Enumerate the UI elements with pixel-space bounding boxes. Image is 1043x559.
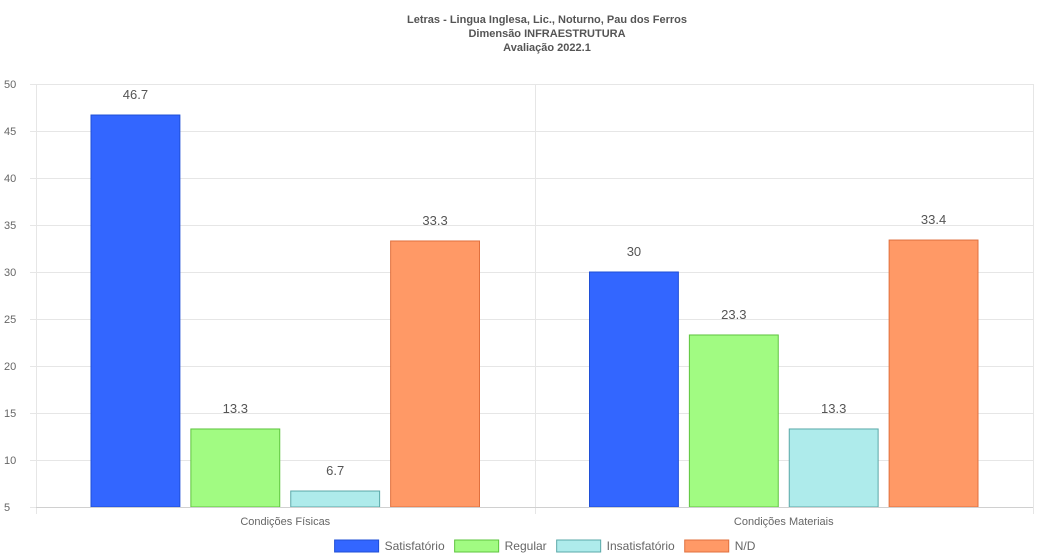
data-label: 13.3 <box>223 401 248 416</box>
y-tick-label: 25 <box>4 314 16 326</box>
x-axis: Condições Físicas Condições Materiais <box>36 507 1033 528</box>
data-label: 33.3 <box>422 213 447 228</box>
legend-item-n-d[interactable]: N/D <box>684 539 756 553</box>
y-tick-label: 10 <box>4 455 16 467</box>
y-tick-label: 15 <box>4 408 16 420</box>
data-label: 23.3 <box>721 307 746 322</box>
y-axis: 5 10 15 20 25 30 35 40 45 50 <box>4 79 16 514</box>
legend-swatch <box>684 539 730 553</box>
legend-swatch <box>454 539 500 553</box>
bar-n-d-1[interactable] <box>888 239 979 508</box>
chart-title: Letras - Lingua Inglesa, Lic., Noturno, … <box>407 14 687 54</box>
y-tick-label: 20 <box>4 361 16 373</box>
data-labels: 46.7 13.3 6.7 33.3 30 23.3 13.3 33.4 <box>123 87 946 478</box>
data-label: 6.7 <box>326 463 344 478</box>
y-tick-label: 45 <box>4 126 16 138</box>
data-label: 13.3 <box>821 401 846 416</box>
chart-title-line-2: Dimensão INFRAESTRUTURA <box>468 28 625 40</box>
y-tick-label: 35 <box>4 220 16 232</box>
bar-satisfat-rio-1[interactable] <box>589 271 679 508</box>
legend-label: Satisfatório <box>385 539 445 553</box>
bar-insatisfat-rio-0[interactable] <box>290 490 381 508</box>
legend-item-insatisfat-rio[interactable]: Insatisfatório <box>556 539 675 553</box>
legend-swatch <box>556 539 602 553</box>
legend-swatch <box>334 539 380 553</box>
y-tick-label: 5 <box>4 502 10 514</box>
y-tick-label: 50 <box>4 79 16 91</box>
legend: Satisfatório Regular Insatisfatório N/D <box>334 539 756 553</box>
y-tick-label: 40 <box>4 173 16 185</box>
bar-insatisfat-rio-1[interactable] <box>788 428 879 508</box>
legend-label: Regular <box>505 539 547 553</box>
gridlines <box>30 84 1034 514</box>
data-label: 46.7 <box>123 87 148 102</box>
x-tick-label: Condições Materiais <box>734 516 834 528</box>
bar-satisfat-rio-0[interactable] <box>90 114 181 508</box>
bar-regular-0[interactable] <box>190 428 281 508</box>
bars <box>90 114 979 508</box>
bar-regular-1[interactable] <box>688 334 779 508</box>
x-tick-label: Condições Físicas <box>240 516 330 528</box>
legend-label: N/D <box>735 539 756 553</box>
bar-n-d-0[interactable] <box>390 240 480 508</box>
legend-item-satisfat-rio[interactable]: Satisfatório <box>334 539 445 553</box>
chart-title-line-1: Letras - Lingua Inglesa, Lic., Noturno, … <box>407 14 687 26</box>
chart-title-line-3: Avaliação 2022.1 <box>503 42 591 54</box>
legend-item-regular[interactable]: Regular <box>454 539 547 553</box>
data-label: 30 <box>627 244 641 259</box>
y-tick-label: 30 <box>4 267 16 279</box>
legend-label: Insatisfatório <box>607 539 675 553</box>
data-label: 33.4 <box>921 212 946 227</box>
